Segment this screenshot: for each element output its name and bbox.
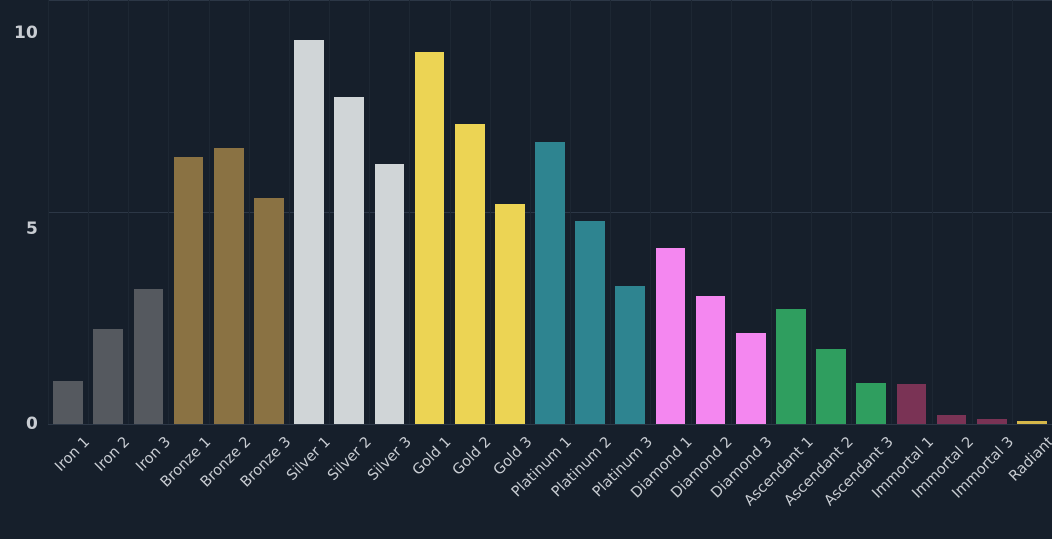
bar-slot — [575, 0, 605, 424]
gridline-x-23 — [971, 0, 973, 424]
bar[interactable] — [494, 203, 525, 424]
y-tick-label-5: 5 — [25, 218, 38, 239]
y-axis: 10 5 0 — [0, 0, 48, 539]
bar-slot — [535, 0, 565, 424]
bar-slot — [896, 0, 927, 424]
gridline-x-5 — [248, 0, 250, 424]
bar[interactable] — [655, 248, 686, 424]
bar[interactable] — [936, 414, 967, 424]
gridline-x-0 — [48, 0, 49, 424]
bar[interactable] — [735, 332, 766, 424]
bar[interactable] — [776, 309, 806, 424]
gridline-x-14 — [610, 0, 612, 424]
x-tick-label: Iron 1 — [52, 434, 94, 475]
bar-slot — [133, 0, 164, 424]
bar-slot — [254, 0, 284, 424]
gridline-x-13 — [570, 0, 572, 424]
gridline-x-3 — [168, 0, 170, 424]
gridline-x-4 — [208, 0, 210, 424]
bar-slot — [93, 0, 124, 424]
bar-slot — [173, 0, 204, 424]
bar[interactable] — [575, 221, 605, 424]
bar[interactable] — [695, 295, 726, 424]
bar-slot — [976, 0, 1007, 424]
gridline-y-10 — [48, 0, 1052, 1]
bar[interactable] — [856, 382, 887, 424]
gridline-y-0 — [48, 423, 1052, 425]
gridline-x-11 — [489, 0, 491, 424]
bar[interactable] — [133, 289, 164, 424]
bar[interactable] — [454, 123, 485, 424]
bar-slot — [856, 0, 887, 424]
bar[interactable] — [173, 157, 204, 424]
bar-slot — [454, 0, 485, 424]
x-tick-label: Silver 1 — [284, 434, 335, 484]
bar[interactable] — [1017, 420, 1047, 424]
bar-slot — [695, 0, 726, 424]
gridline-x-24 — [1011, 0, 1013, 424]
bar-slot — [735, 0, 766, 424]
gridline-x-8 — [369, 0, 371, 424]
bar[interactable] — [374, 163, 405, 424]
x-tick-label: Iron 2 — [92, 434, 134, 475]
bar-slot — [615, 0, 646, 424]
gridline-x-22 — [931, 0, 933, 424]
plot-area — [48, 0, 1052, 425]
gridline-x-7 — [329, 0, 331, 424]
gridline-x-21 — [891, 0, 893, 424]
gridline-x-10 — [449, 0, 451, 424]
bar-slot — [494, 0, 525, 424]
bar-slot — [294, 0, 324, 424]
bar-slot — [53, 0, 83, 424]
bar[interactable] — [213, 147, 244, 424]
y-tick-label-10: 10 — [13, 23, 38, 43]
x-tick-label: Gold 1 — [410, 434, 455, 479]
bar[interactable] — [896, 383, 927, 424]
bar-slot — [414, 0, 445, 424]
bar[interactable] — [816, 348, 846, 424]
x-tick-label: Silver 3 — [364, 434, 415, 484]
gridline-x-18 — [770, 0, 772, 424]
bar[interactable] — [53, 380, 83, 424]
bar[interactable] — [294, 40, 324, 424]
gridline-x-20 — [851, 0, 853, 424]
bars-layer — [48, 0, 1052, 424]
gridline-x-12 — [529, 0, 531, 424]
bar[interactable] — [334, 96, 365, 424]
y-tick-label-0: 0 — [25, 414, 38, 434]
bar[interactable] — [254, 198, 284, 424]
bar-slot — [776, 0, 806, 424]
x-axis: Iron 1 Iron 2 Iron 3 Bronze 1 Bronze 2 Bronze… — [48, 424, 1052, 539]
bar[interactable] — [535, 142, 565, 424]
bar-slot — [655, 0, 686, 424]
gridline-x-9 — [409, 0, 411, 424]
gridline-x-15 — [650, 0, 652, 424]
bar-slot — [936, 0, 967, 424]
gridline-x-2 — [128, 0, 130, 424]
x-tick-label: Silver 2 — [324, 434, 375, 484]
gridline-x-16 — [690, 0, 692, 424]
bar-slot — [213, 0, 244, 424]
x-tick-label: Gold 2 — [450, 434, 495, 479]
gridline-x-19 — [811, 0, 813, 424]
bar[interactable] — [414, 52, 445, 424]
bar-slot — [816, 0, 846, 424]
gridline-x-17 — [730, 0, 732, 424]
bar[interactable] — [615, 286, 646, 424]
gridline-x-6 — [288, 0, 290, 424]
bar-slot — [1017, 0, 1047, 424]
bar[interactable] — [976, 418, 1007, 424]
bar-slot — [334, 0, 365, 424]
bar[interactable] — [93, 329, 124, 424]
gridline-x-1 — [88, 0, 90, 424]
bar-slot — [374, 0, 405, 424]
